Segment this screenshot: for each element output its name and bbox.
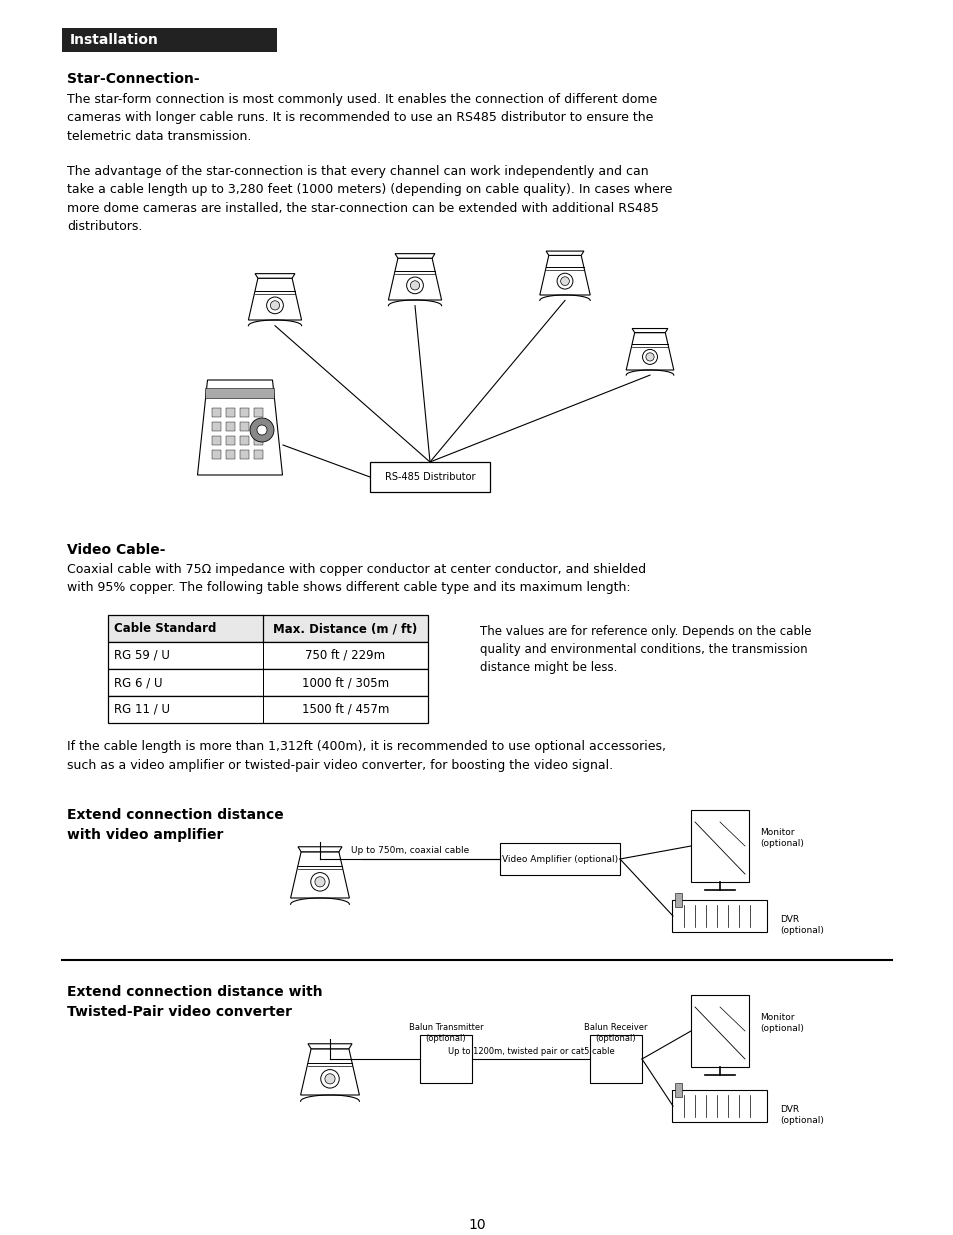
Bar <box>212 408 221 417</box>
Bar <box>253 450 263 459</box>
Circle shape <box>406 277 423 294</box>
Polygon shape <box>248 278 301 320</box>
Text: Cable Standard: Cable Standard <box>113 622 216 635</box>
Polygon shape <box>254 274 294 278</box>
Bar <box>253 422 263 431</box>
Text: The values are for reference only. Depends on the cable
quality and environmenta: The values are for reference only. Depen… <box>479 625 811 674</box>
Text: Up to 1200m, twisted pair or cat5 cable: Up to 1200m, twisted pair or cat5 cable <box>447 1047 614 1056</box>
Bar <box>108 669 428 697</box>
Bar <box>419 1035 472 1083</box>
Bar <box>226 408 234 417</box>
Bar <box>675 1083 681 1097</box>
Text: 10: 10 <box>468 1218 485 1233</box>
Polygon shape <box>388 258 441 300</box>
Bar <box>108 642 428 669</box>
Bar <box>370 462 490 492</box>
Text: RS-485 Distributor: RS-485 Distributor <box>384 472 475 482</box>
Circle shape <box>256 425 267 435</box>
Polygon shape <box>632 329 667 332</box>
Polygon shape <box>625 332 673 370</box>
Bar <box>672 1091 767 1123</box>
Text: Up to 750m, coaxial cable: Up to 750m, coaxial cable <box>351 846 469 855</box>
Bar <box>212 422 221 431</box>
Text: Extend connection distance with
Twisted-Pair video converter: Extend connection distance with Twisted-… <box>67 986 322 1019</box>
Bar <box>226 422 234 431</box>
Polygon shape <box>308 1044 352 1049</box>
Bar <box>226 450 234 459</box>
Bar <box>62 28 276 52</box>
Text: If the cable length is more than 1,312ft (400m), it is recommended to use option: If the cable length is more than 1,312ft… <box>67 740 665 772</box>
Polygon shape <box>291 852 349 898</box>
Bar <box>212 436 221 445</box>
Bar <box>499 844 619 876</box>
Text: The advantage of the star-connection is that every channel can work independentl: The advantage of the star-connection is … <box>67 165 672 233</box>
Bar <box>253 408 263 417</box>
Polygon shape <box>395 253 435 258</box>
Polygon shape <box>300 1049 359 1095</box>
Polygon shape <box>539 256 590 295</box>
Text: DVR
(optional): DVR (optional) <box>780 915 823 935</box>
Circle shape <box>320 1070 339 1088</box>
Circle shape <box>266 296 283 314</box>
Circle shape <box>410 280 419 290</box>
Circle shape <box>560 277 569 285</box>
Text: Balun Receiver
(optional): Balun Receiver (optional) <box>583 1023 647 1044</box>
Circle shape <box>325 1073 335 1084</box>
Text: Star-Connection-: Star-Connection- <box>67 72 199 86</box>
Text: 750 ft / 229m: 750 ft / 229m <box>305 650 385 662</box>
Circle shape <box>645 353 654 361</box>
Text: Max. Distance (m / ft): Max. Distance (m / ft) <box>274 622 417 635</box>
Text: RG 11 / U: RG 11 / U <box>113 703 170 716</box>
Circle shape <box>642 350 657 364</box>
Text: Extend connection distance
with video amplifier: Extend connection distance with video am… <box>67 808 283 841</box>
Text: Balun Transmitter
(optional): Balun Transmitter (optional) <box>408 1023 483 1044</box>
Text: The star-form connection is most commonly used. It enables the connection of dif: The star-form connection is most commonl… <box>67 93 657 143</box>
Circle shape <box>557 273 573 289</box>
Bar <box>108 697 428 722</box>
Text: Monitor
(optional): Monitor (optional) <box>760 1013 803 1034</box>
Text: DVR
(optional): DVR (optional) <box>780 1105 823 1125</box>
Bar <box>672 900 767 932</box>
Text: Coaxial cable with 75Ω impedance with copper conductor at center conductor, and : Coaxial cable with 75Ω impedance with co… <box>67 563 645 594</box>
Bar <box>589 1035 641 1083</box>
Text: RG 6 / U: RG 6 / U <box>113 676 162 689</box>
Circle shape <box>270 301 279 310</box>
Bar <box>240 450 249 459</box>
Bar <box>240 436 249 445</box>
Text: Monitor
(optional): Monitor (optional) <box>760 827 803 848</box>
Bar <box>253 436 263 445</box>
Circle shape <box>311 873 329 892</box>
Text: Video Cable-: Video Cable- <box>67 543 165 557</box>
Text: RG 59 / U: RG 59 / U <box>113 650 170 662</box>
Bar <box>226 436 234 445</box>
Bar <box>240 408 249 417</box>
Bar <box>690 810 748 882</box>
Text: Video Amplifier (optional): Video Amplifier (optional) <box>501 855 618 863</box>
Bar <box>690 995 748 1067</box>
Circle shape <box>250 417 274 442</box>
Text: 1000 ft / 305m: 1000 ft / 305m <box>301 676 389 689</box>
Bar <box>212 450 221 459</box>
Polygon shape <box>297 847 342 852</box>
Bar <box>240 422 249 431</box>
Bar <box>205 388 274 398</box>
Polygon shape <box>197 380 282 475</box>
Text: Installation: Installation <box>70 33 159 47</box>
Bar <box>675 893 681 906</box>
Bar <box>108 615 428 642</box>
Polygon shape <box>545 251 583 256</box>
Circle shape <box>314 877 325 887</box>
Text: 1500 ft / 457m: 1500 ft / 457m <box>301 703 389 716</box>
